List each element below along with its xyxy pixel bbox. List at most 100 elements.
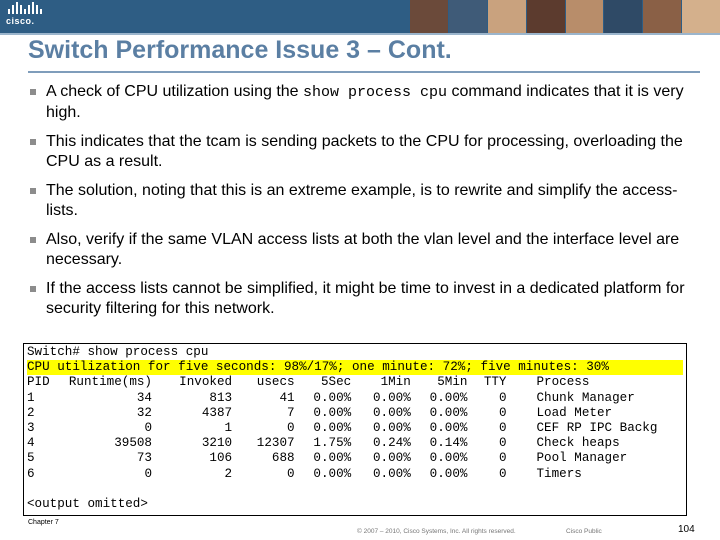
col-header-1min: 1Min [380, 375, 411, 390]
cell-runtime: 73 [136, 451, 152, 466]
col-header-5min: 5Min [437, 375, 468, 390]
cell-runtime: 0 [144, 466, 152, 481]
cell-invoked: 2 [224, 466, 233, 481]
cell-min1: 0.24% [373, 436, 411, 451]
cell-invoked: 1 [224, 420, 233, 435]
col-header-process: Process [536, 375, 590, 390]
cell-usecs: 12307 [256, 436, 295, 451]
cpu-utilization-line: CPU utilization for five seconds: 98%/17… [27, 360, 683, 376]
col-header-invoked: Invoked [179, 375, 233, 390]
blank-line [27, 482, 683, 497]
bullet-text: command indicates that it is very high. [46, 83, 684, 121]
cell-invoked: 813 [209, 390, 233, 405]
square-bullet-icon [30, 286, 36, 292]
bullet-text: The solution, noting that this is an ext… [46, 182, 678, 219]
cell-min5: 0.00% [429, 466, 468, 481]
col-header-tty: TTY [483, 375, 507, 390]
cell-runtime: 39508 [114, 436, 152, 451]
col-header-pid: PID [27, 375, 50, 390]
bullet-item: This indicates that the tcam is sending … [28, 132, 698, 172]
cell-process: Pool Manager [536, 451, 628, 466]
col-header-runtime: Runtime(ms) [68, 375, 152, 390]
cell-min1: 0.00% [373, 390, 411, 405]
top-banner: cisco. [0, 0, 720, 33]
bullet-list: A check of CPU utilization using the sho… [28, 82, 698, 328]
copyright-text: © 2007 – 2010, Cisco Systems, Inc. All r… [357, 528, 516, 535]
cell-sec5: 0.00% [313, 405, 352, 420]
banner-photo [682, 0, 720, 33]
cell-usecs: 7 [287, 405, 295, 420]
cell-sec5: 0.00% [313, 466, 352, 481]
cell-min5: 0.00% [429, 420, 468, 435]
cell-sec5: 0.00% [313, 451, 352, 466]
col-header-5sec: 5Sec [320, 375, 352, 390]
banner-rule [0, 33, 720, 35]
cell-min5: 0.00% [429, 405, 468, 420]
page-number: 104 [678, 524, 695, 535]
logo-text: cisco. [6, 16, 35, 26]
banner-photo [487, 0, 526, 33]
cell-process: Timers [536, 466, 582, 481]
cell-pid: 3 [27, 420, 35, 435]
cell-tty: 0 [498, 390, 507, 405]
cisco-logo: cisco. [6, 2, 46, 28]
bullet-text: Also, verify if the same VLAN access lis… [46, 231, 680, 268]
cell-pid: 2 [27, 405, 35, 420]
table-row: 4 39508 3210 12307 1.75% 0.24% 0.14% 0 Check hea… [27, 436, 683, 451]
bullet-item: The solution, noting that this is an ext… [28, 181, 698, 221]
table-row: 3 0 1 0 0.00% 0.00% 0.00% 0 CEF RP IPC Backg [27, 421, 683, 436]
cell-invoked: 4387 [201, 405, 233, 420]
cell-tty: 0 [498, 405, 507, 420]
cell-process: Load Meter [536, 405, 613, 420]
process-rows: 1 34 813 41 0.00% 0.00% 0.00% 0 Chunk Manager 2 32… [27, 391, 683, 482]
cell-sec5: 0.00% [313, 390, 352, 405]
cell-process: CEF RP IPC Backg [536, 420, 658, 435]
bullet-text: A check of CPU utilization using the [46, 83, 304, 100]
cell-usecs: 688 [271, 451, 295, 466]
command-line: Switch# show process cpu [27, 345, 209, 359]
bullet-text: This indicates that the tcam is sending … [46, 133, 683, 170]
cell-usecs: 0 [287, 466, 295, 481]
table-row: 5 73 106 688 0.00% 0.00% 0.00% 0 Pool Manager [27, 451, 683, 466]
bullet-item: If the access lists cannot be simplified… [28, 279, 698, 319]
cell-runtime: 32 [136, 405, 152, 420]
cell-tty: 0 [498, 420, 507, 435]
cell-min1: 0.00% [373, 451, 411, 466]
cell-min1: 0.00% [373, 466, 411, 481]
cell-tty: 0 [498, 451, 507, 466]
banner-photo [604, 0, 643, 33]
classification-label: Cisco Public [566, 528, 602, 535]
table-row: 1 34 813 41 0.00% 0.00% 0.00% 0 Chunk Manager [27, 391, 683, 406]
cell-min1: 0.00% [373, 405, 411, 420]
slide-title: Switch Performance Issue 3 – Cont. [28, 36, 452, 64]
table-row: 2 32 4387 7 0.00% 0.00% 0.00% 0 Load Meter [27, 406, 683, 421]
cell-min5: 0.14% [429, 436, 468, 451]
terminal-output: Switch# show process cpu CPU utilization… [23, 343, 687, 516]
cell-sec5: 0.00% [313, 420, 352, 435]
cell-tty: 0 [498, 466, 507, 481]
banner-photo [526, 0, 565, 33]
cell-process: Check heaps [536, 436, 620, 451]
cell-runtime: 0 [144, 420, 152, 435]
square-bullet-icon [30, 188, 36, 194]
col-header-usecs: usecs [256, 375, 295, 390]
cell-min5: 0.00% [429, 390, 468, 405]
cell-min5: 0.00% [429, 451, 468, 466]
banner-photo [448, 0, 487, 33]
square-bullet-icon [30, 237, 36, 243]
cell-invoked: 106 [209, 451, 233, 466]
square-bullet-icon [30, 89, 36, 95]
cell-pid: 4 [27, 436, 35, 451]
table-header-row: PID Runtime(ms) Invoked usecs 5Sec 1Min … [27, 375, 683, 390]
cell-pid: 5 [27, 451, 35, 466]
banner-photo [643, 0, 682, 33]
logo-bars-icon [8, 2, 46, 14]
cell-pid: 6 [27, 466, 35, 481]
output-omitted-line: <output omitted> [27, 496, 148, 511]
photo-strip [410, 0, 720, 33]
banner-photo [410, 0, 448, 33]
bullet-text: If the access lists cannot be simplified… [46, 280, 685, 317]
banner-photo [565, 0, 604, 33]
cell-usecs: 41 [279, 390, 295, 405]
cell-sec5: 1.75% [313, 436, 352, 451]
